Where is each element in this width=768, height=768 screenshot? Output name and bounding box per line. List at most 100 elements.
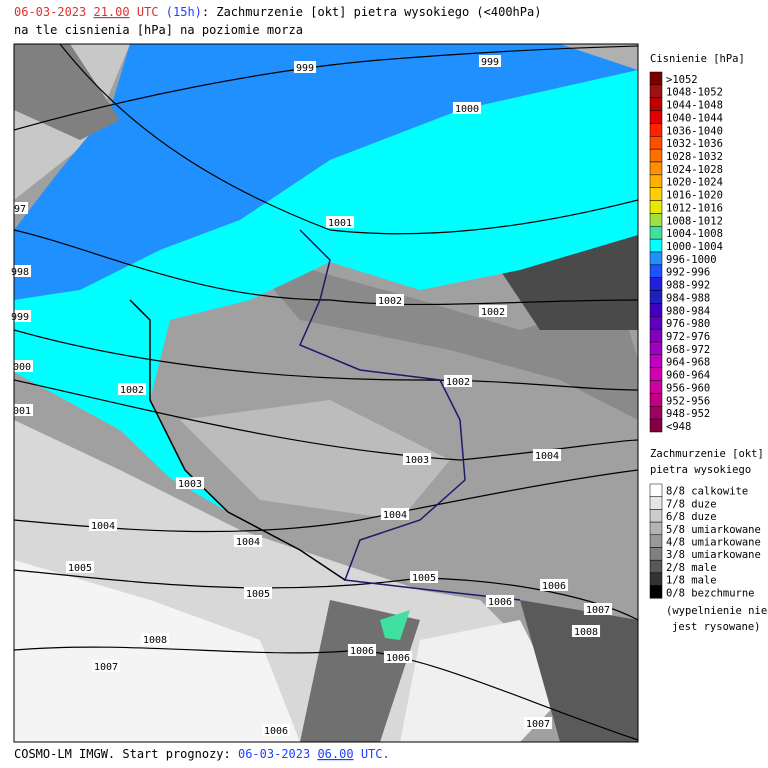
pressure-swatch xyxy=(649,110,663,124)
pressure-swatch xyxy=(649,277,663,291)
isobar-label: 1008 xyxy=(571,625,601,638)
pressure-swatch xyxy=(649,316,663,330)
isobar-label-bg xyxy=(293,61,317,73)
pressure-swatch xyxy=(649,393,663,407)
isobar-label: 1002 xyxy=(478,305,508,318)
isobar-label-bg xyxy=(65,561,95,573)
pressure-swatch xyxy=(649,97,663,111)
isobar-label: 001 xyxy=(10,404,34,417)
pressure-label: 964-968 xyxy=(666,357,710,369)
isobar-label: 1008 xyxy=(140,633,170,646)
pressure-swatch xyxy=(649,226,663,240)
isobar-label-bg xyxy=(532,449,562,461)
isobar-label: 1006 xyxy=(485,595,515,608)
isobar-value: 1007 xyxy=(94,662,118,673)
lead: (15h) xyxy=(166,5,202,19)
isobar-value: 1008 xyxy=(143,635,167,646)
pressure-swatch xyxy=(649,264,663,278)
cloud-label: 8/8 calkowite xyxy=(666,486,748,498)
isobar-value: 999 xyxy=(296,63,314,74)
isobar-label-bg xyxy=(243,587,273,599)
pressure-legend: >10521048-10521044-10481040-10441036-104… xyxy=(649,71,723,433)
pressure-label: 992-996 xyxy=(666,267,710,279)
isobar-value: 1003 xyxy=(178,479,202,490)
isobar-value: 1005 xyxy=(68,563,92,574)
pressure-label: 956-960 xyxy=(666,382,710,394)
isobar-label: 999 xyxy=(478,55,502,68)
cloud-label: 1/8 male xyxy=(666,575,717,587)
isobar-label: 1005 xyxy=(65,561,95,574)
pressure-swatch xyxy=(649,174,663,188)
isobar-value: 1003 xyxy=(405,455,429,466)
pressure-label: 1036-1040 xyxy=(666,125,723,137)
pressure-label: 1032-1036 xyxy=(666,138,723,150)
cloud-swatch xyxy=(649,509,663,523)
isobar-label-bg xyxy=(11,202,29,214)
isobar-label-bg xyxy=(88,519,118,531)
isobar-label: 1007 xyxy=(523,717,553,730)
isobar-label: 1006 xyxy=(261,724,291,737)
time: 21.00 xyxy=(93,5,129,19)
isobar-value: 1004 xyxy=(236,537,260,548)
pressure-label: >1052 xyxy=(666,74,698,86)
isobar-value: 1006 xyxy=(386,653,410,664)
utc: UTC xyxy=(137,5,159,19)
isobar-label-bg xyxy=(523,717,553,729)
footer: COSMO-LM IMGW. Start prognozy: 06-03-202… xyxy=(14,747,390,761)
pressure-swatch xyxy=(649,187,663,201)
title: : Zachmurzenie [okt] pietra wysokiego (<… xyxy=(202,5,542,19)
isobar-label: 1002 xyxy=(375,294,405,307)
isobar-value: 1006 xyxy=(488,597,512,608)
subtitle: na tle cisnienia [hPa] na poziomie morza xyxy=(14,23,303,37)
isobar-label-bg xyxy=(383,651,413,663)
isobar-label-bg xyxy=(485,595,515,607)
legend-note: jest rysowane) xyxy=(672,621,761,633)
map-frame xyxy=(13,43,639,743)
pressure-swatch xyxy=(649,136,663,150)
pressure-swatch xyxy=(649,161,663,176)
pressure-label: 1028-1032 xyxy=(666,151,723,163)
isobar-value: 000 xyxy=(13,362,31,373)
cloud-legend-subtitle: pietra wysokiego xyxy=(650,464,751,476)
pressure-swatch xyxy=(649,367,663,381)
isobar-label: 1004 xyxy=(233,535,263,548)
isobar-label: 1003 xyxy=(402,453,432,466)
pressure-label: 996-1000 xyxy=(666,254,717,266)
cloud-label: 5/8 umiarkowane xyxy=(666,524,761,536)
header-line: 06-03-2023 21.00 UTC (15h): Zachmurzenie… xyxy=(14,5,541,19)
start-date: 06-03-2023 xyxy=(238,747,310,761)
isobar-label-bg xyxy=(583,603,613,615)
isobar-label-bg xyxy=(325,216,355,228)
pressure-label: 976-980 xyxy=(666,318,710,330)
cloud-label: 7/8 duze xyxy=(666,498,717,510)
isobar-label-bg xyxy=(233,535,263,547)
pressure-label: 984-988 xyxy=(666,292,710,304)
isobar-label-bg xyxy=(175,477,205,489)
pressure-swatch xyxy=(649,148,663,163)
isobar-label-bg xyxy=(539,579,569,591)
cloud-label: 0/8 bezchmurne xyxy=(666,587,755,599)
cloud-label: 4/8 umiarkowane xyxy=(666,537,761,549)
pressure-label: 1004-1008 xyxy=(666,228,723,240)
isobar-value: 1002 xyxy=(120,385,144,396)
pressure-swatch xyxy=(649,123,663,137)
isobar-value: 998 xyxy=(11,267,29,278)
isobar-value: 1004 xyxy=(535,451,559,462)
isobar-value: 1007 xyxy=(526,719,550,730)
pressure-label: 1000-1004 xyxy=(666,241,723,253)
isobar-value: 97 xyxy=(14,204,26,215)
isobar-value: 1001 xyxy=(328,218,352,229)
isobar-label: 1002 xyxy=(117,383,147,396)
pressure-swatch xyxy=(649,406,663,420)
isobar-label-bg xyxy=(10,360,34,372)
isobar-label-bg xyxy=(261,724,291,736)
pressure-label: 960-964 xyxy=(666,370,710,382)
isobar-label: 1000 xyxy=(452,102,482,115)
isobar-value: 1006 xyxy=(542,581,566,592)
pressure-legend-title: Cisnienie [hPa] xyxy=(650,53,745,65)
isobar-label: 1005 xyxy=(243,587,273,600)
isobar-label-bg xyxy=(409,571,439,583)
isobar-label: 1005 xyxy=(409,571,439,584)
start-time: 06.00 xyxy=(317,747,353,761)
